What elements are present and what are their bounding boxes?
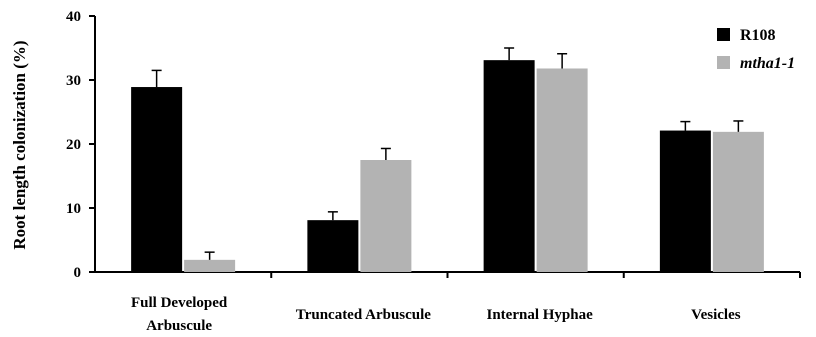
x-category-label: Vesicles (691, 307, 741, 323)
bar-R108-3 (659, 130, 711, 272)
x-category-label: Internal Hyphae (486, 307, 593, 323)
y-axis-title: Root length colonization (%) (10, 40, 29, 249)
plot-area: 0 10 20 30 40 Full Developed Arbuscule Truncate… (66, 9, 801, 334)
y-tick-label: 0 (74, 265, 82, 281)
y-tick-label: 40 (66, 9, 81, 25)
legend-swatch-mtha1-1 (717, 56, 730, 69)
x-category-label: Arbuscule (146, 318, 212, 334)
legend-label-mtha1-1: mtha1-1 (740, 55, 795, 72)
y-tick-label: 20 (66, 137, 81, 153)
bar-R108-1 (307, 220, 359, 272)
y-tick-label: 30 (66, 73, 81, 89)
bar-mtha1-1-1 (360, 160, 412, 272)
y-tick-label: 10 (66, 201, 81, 217)
bar-R108-0 (131, 87, 183, 272)
bar-mtha1-1-0 (184, 259, 236, 272)
legend: R108 mtha1-1 (717, 27, 795, 72)
legend-swatch-R108 (717, 28, 730, 41)
bar-R108-2 (483, 60, 535, 272)
bar-mtha1-1-2 (536, 68, 588, 272)
x-category-label: Truncated Arbuscule (296, 307, 431, 323)
legend-label-R108: R108 (740, 27, 776, 44)
x-category-label: Full Developed (131, 295, 228, 311)
bar-mtha1-1-3 (712, 131, 764, 272)
